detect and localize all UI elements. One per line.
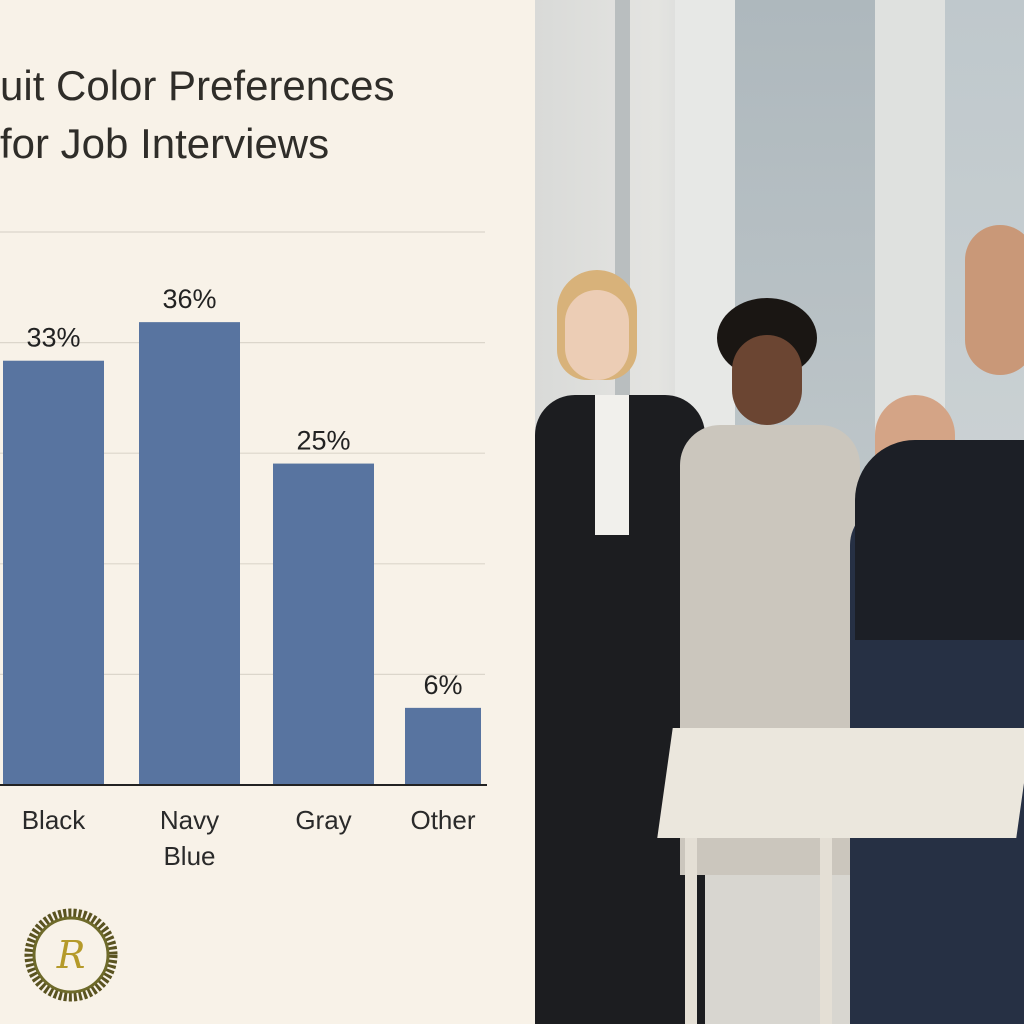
category-label: Gray [295,805,351,835]
chart-title-line-1: uit Color Preferences [0,62,395,109]
interview-photo [535,0,1024,1024]
bar-gray [273,463,374,785]
chart-title-line-2: for Job Interviews [0,120,330,167]
logo-seal: R [24,908,118,1002]
chart-panel: uit Color Preferences for Job Interviews… [0,62,487,1002]
category-label: Black [22,805,87,835]
bar-navy-blue [139,322,240,785]
bar-other [405,707,481,785]
svg-text:R: R [56,933,86,977]
bar-black [3,360,104,785]
category-label: Other [410,805,475,835]
category-label: Blue [163,841,215,871]
data-label: 25% [296,426,350,456]
data-label: 36% [162,284,216,314]
bar-chart: 33% Black 36% Navy Blue 25% Gray 6% Other [0,231,487,871]
category-label: Navy [160,805,219,835]
data-label: 33% [26,323,80,353]
data-label: 6% [423,670,462,700]
